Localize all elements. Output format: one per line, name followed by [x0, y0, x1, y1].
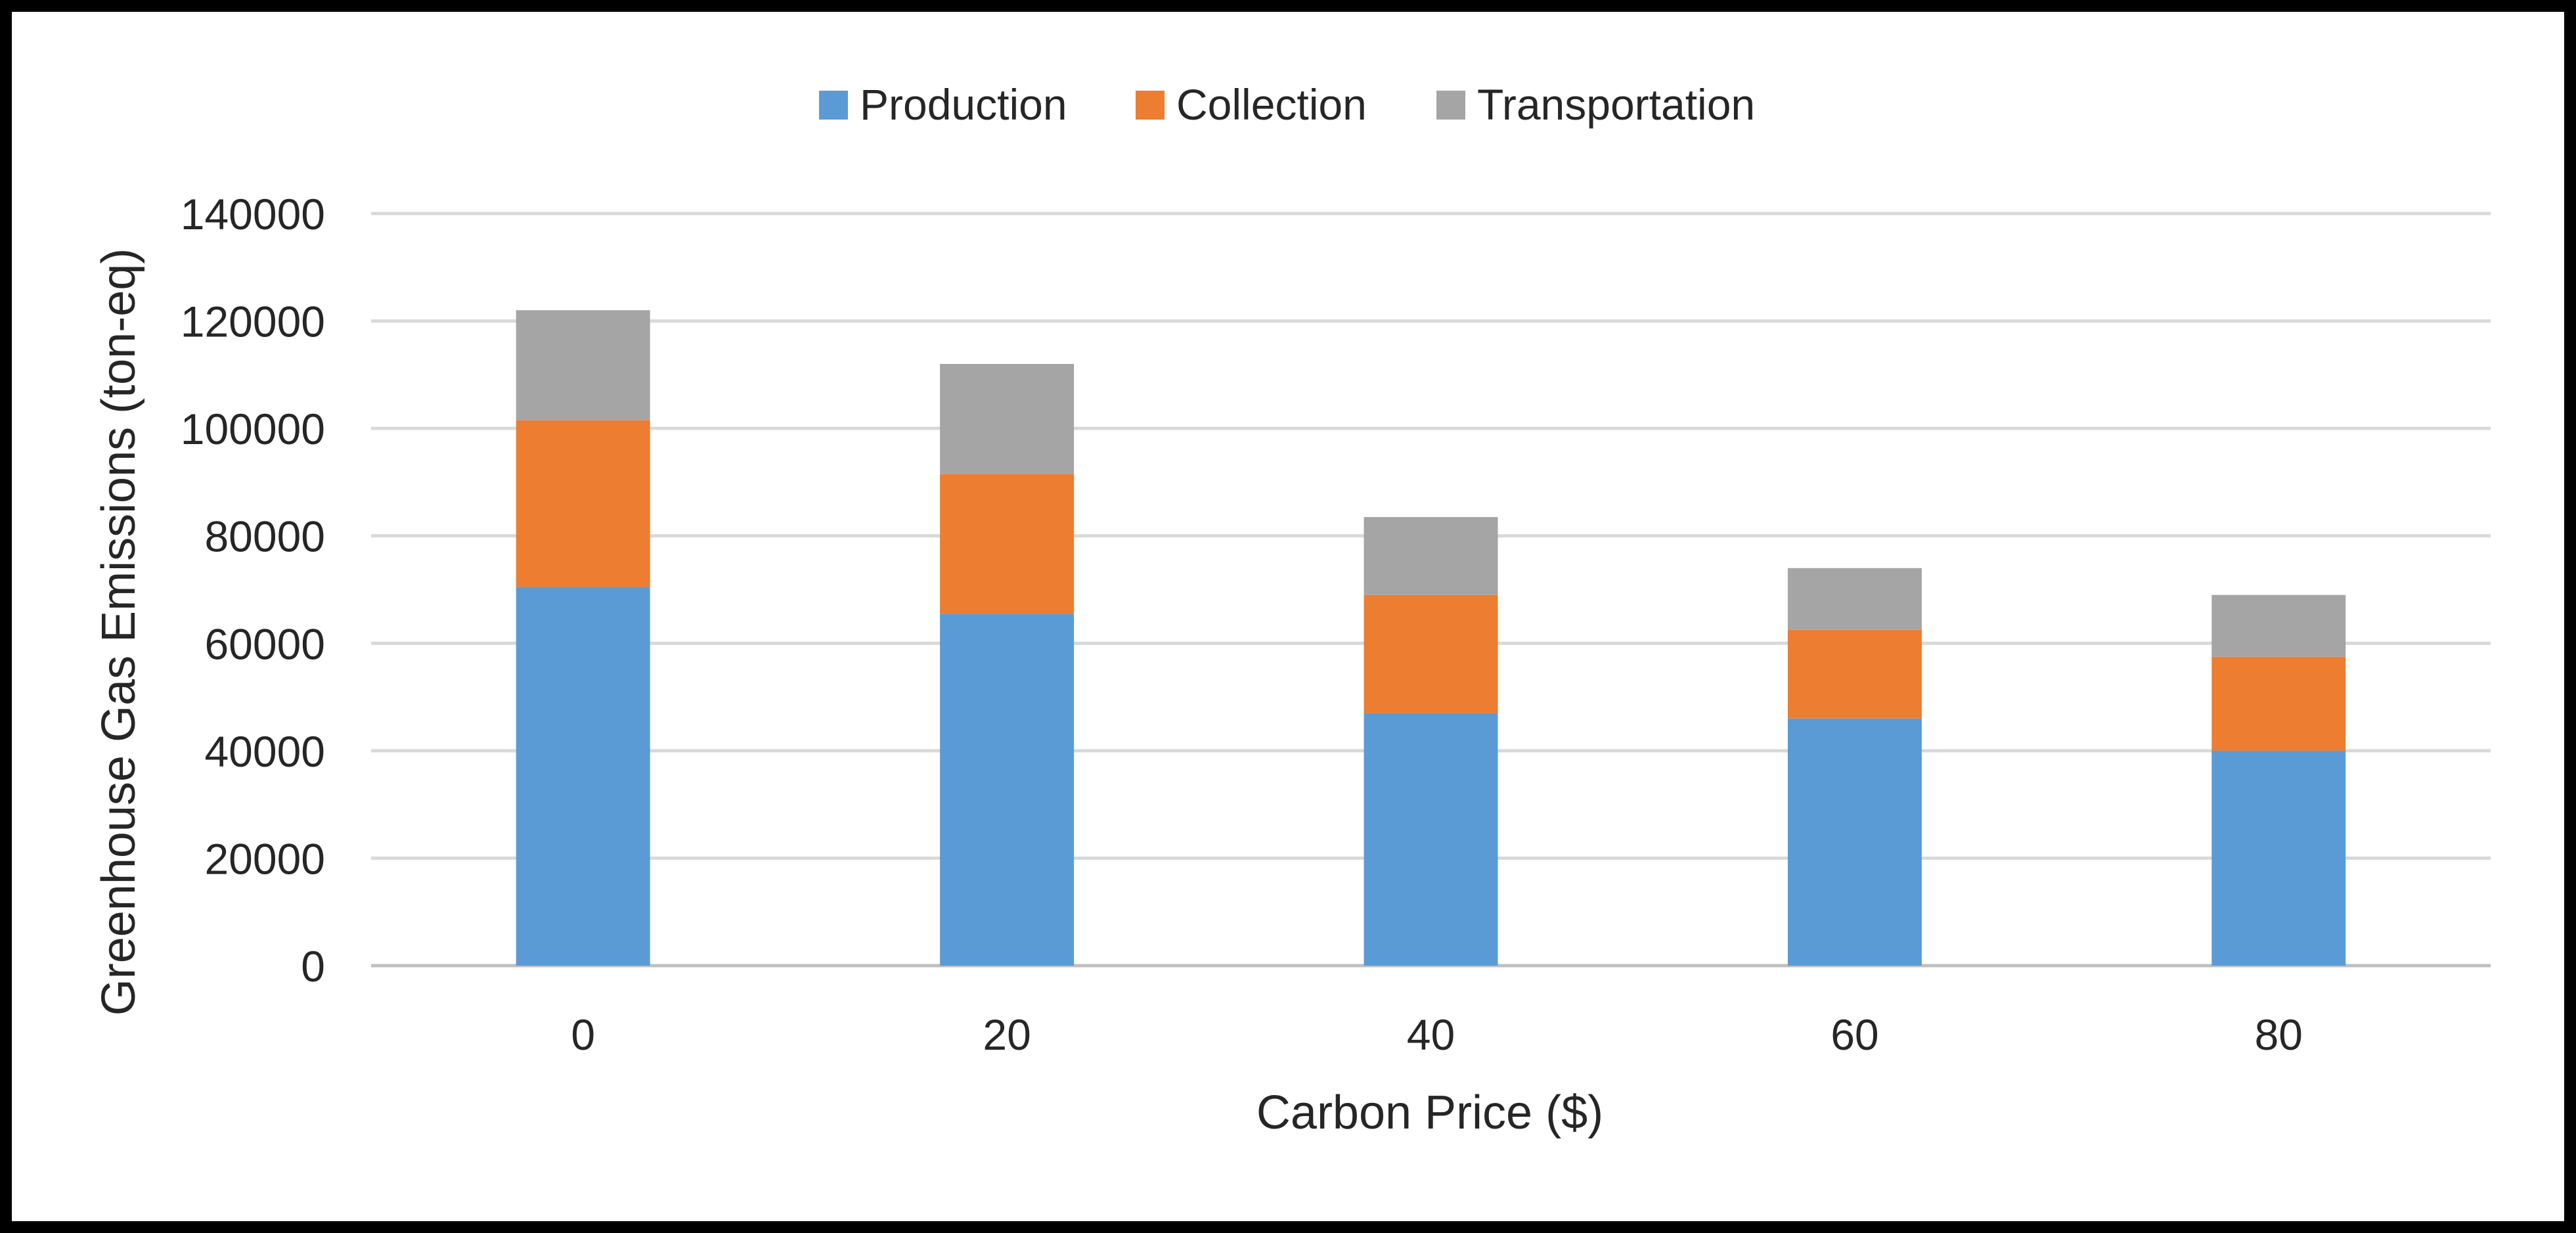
x-axis-title: Carbon Price ($): [1256, 1087, 1603, 1139]
bar-production-60: [1787, 718, 1922, 966]
y-tick-label: 60000: [204, 619, 325, 668]
y-tick-label: 80000: [204, 512, 325, 561]
y-tick-label: 120000: [181, 298, 325, 346]
y-tick-label: 140000: [181, 190, 325, 238]
bar-production-20: [940, 614, 1075, 966]
legend: Production Collection Transportation: [819, 80, 1755, 129]
legend-label-transportation: Transportation: [1477, 80, 1755, 129]
y-axis-title: Greenhouse Gas Emissions (ton-eq): [93, 248, 145, 1016]
y-tick-label: 40000: [204, 727, 325, 776]
legend-swatch-collection: [1136, 91, 1165, 120]
bar-transportation-0: [516, 310, 650, 420]
y-tick-label: 100000: [181, 405, 325, 453]
bar-production-40: [1364, 713, 1498, 966]
x-tick-label: 60: [1831, 1010, 1878, 1059]
bars: [516, 310, 2346, 966]
y-axis-ticks: 0 20000 40000 60000 80000 100000 120000 140000: [181, 190, 325, 991]
bar-production-80: [2211, 750, 2346, 966]
x-tick-label: 40: [1407, 1010, 1455, 1059]
bar-transportation-20: [940, 364, 1075, 474]
y-tick-label: 20000: [204, 834, 325, 883]
bar-collection-0: [516, 420, 650, 587]
x-tick-label: 20: [983, 1010, 1031, 1059]
bar-transportation-40: [1364, 517, 1498, 595]
bar-collection-40: [1364, 594, 1498, 713]
legend-swatch-production: [819, 91, 848, 120]
bar-transportation-80: [2211, 594, 2346, 657]
legend-swatch-transportation: [1436, 91, 1465, 120]
bar-transportation-60: [1787, 568, 1922, 630]
x-tick-label: 80: [2255, 1010, 2303, 1059]
legend-label-production: Production: [860, 80, 1067, 129]
x-axis-ticks: 0 20 40 60 80: [571, 1010, 2303, 1059]
y-tick-label: 0: [301, 942, 325, 991]
bar-collection-60: [1787, 629, 1922, 719]
x-tick-label: 0: [571, 1010, 595, 1059]
bar-production-0: [516, 587, 650, 966]
legend-label-collection: Collection: [1176, 80, 1367, 129]
bar-collection-80: [2211, 656, 2346, 751]
bar-collection-20: [940, 474, 1075, 614]
